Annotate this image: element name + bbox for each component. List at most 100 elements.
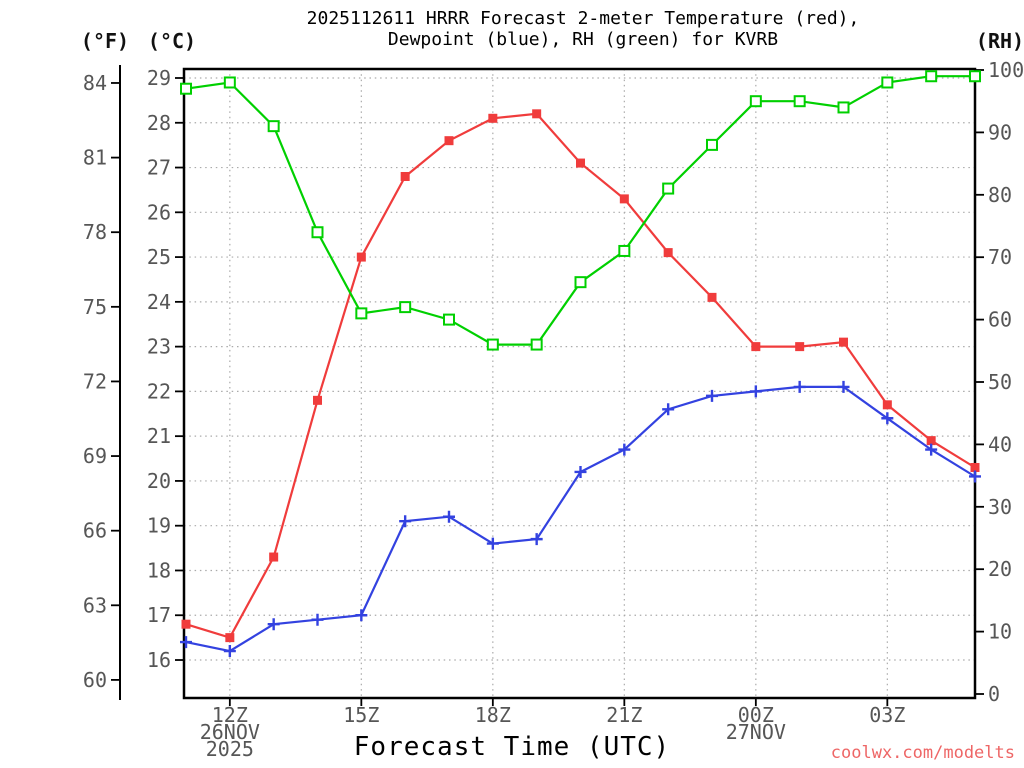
dewpoint-marker (311, 613, 324, 626)
rh-tick-label: 30 (988, 495, 1012, 519)
dewpoint-series-line (185, 385, 976, 653)
dewpoint-marker (574, 465, 587, 478)
fahrenheit-tick-label: 81 (83, 146, 107, 170)
temperature-marker (313, 395, 322, 405)
rh-marker (223, 76, 236, 89)
x-axis-title: Forecast Time (UTC) (353, 732, 671, 762)
temperature-marker (751, 342, 761, 352)
time-tick-label: 00Z (738, 703, 774, 727)
dewpoint-marker (749, 385, 762, 398)
temperature-marker (181, 619, 191, 629)
time-tick-label: 26NOV (200, 720, 260, 744)
celsius-tick-label: 19 (147, 514, 171, 538)
rh-marker (749, 95, 762, 108)
time-tick-label: 2025 (206, 737, 254, 761)
rh-marker (311, 226, 324, 239)
time-tick-label: 03Z (869, 703, 905, 727)
rh-tick-label: 20 (988, 557, 1012, 581)
temperature-marker (444, 136, 454, 146)
chart-title-line1: 2025112611 HRRR Forecast 2-meter Tempera… (306, 8, 860, 29)
rh-marker (180, 82, 192, 95)
rh-marker (399, 301, 412, 314)
dewpoint-marker (837, 380, 850, 393)
rh-series-line (185, 75, 975, 346)
fahrenheit-tick-label: 72 (83, 369, 107, 393)
celsius-tick-label: 16 (147, 648, 171, 672)
rh-marker (355, 307, 368, 320)
temperature-marker (356, 252, 366, 262)
temperature-marker (707, 292, 717, 302)
temperature-marker (970, 462, 980, 472)
temperature-marker (532, 109, 542, 119)
rh-marker (267, 120, 280, 133)
fahrenheit-axis-header: (°F) (80, 29, 130, 53)
fahrenheit-tick-label: 78 (83, 220, 107, 244)
dewpoint-marker (180, 636, 192, 649)
temperature-marker (619, 194, 629, 204)
celsius-tick-label: 24 (147, 290, 171, 314)
celsius-tick-label: 25 (147, 245, 171, 269)
rh-tick-label: 100 (988, 58, 1024, 82)
temperature-marker (663, 248, 673, 258)
dewpoint-marker (618, 443, 631, 456)
rh-marker (574, 276, 587, 289)
time-tick-label: 21Z (606, 703, 642, 727)
time-tick-label: 15Z (343, 703, 379, 727)
temperature-marker (269, 552, 279, 562)
dewpoint-marker (223, 645, 236, 658)
temperature-marker (576, 158, 585, 168)
rh-marker (618, 244, 631, 257)
celsius-tick-label: 26 (147, 200, 171, 224)
site-credit: coolwx.com/modelts (830, 743, 1015, 763)
time-tick-label: 27NOV (726, 720, 786, 744)
rh-marker (925, 70, 938, 83)
dewpoint-marker (486, 537, 499, 550)
rh-marker (969, 70, 981, 83)
rh-tick-label: 80 (988, 183, 1012, 207)
fahrenheit-tick-label: 60 (83, 668, 107, 692)
rh-marker (662, 182, 675, 195)
dewpoint-marker (530, 533, 543, 546)
rh-tick-label: 0 (988, 682, 1000, 706)
celsius-tick-label: 29 (147, 66, 171, 90)
celsius-axis-header: (°C) (147, 29, 197, 53)
temperature-marker (839, 337, 848, 347)
rh-tick-label: 90 (988, 120, 1012, 144)
dewpoint-marker (355, 609, 368, 622)
rh-marker (443, 313, 455, 326)
fahrenheit-tick-label: 84 (83, 71, 107, 95)
dewpoint-marker (706, 389, 718, 402)
rh-tick-label: 10 (988, 620, 1012, 644)
celsius-tick-label: 23 (147, 335, 171, 359)
rh-marker (486, 338, 499, 351)
dewpoint-marker (662, 403, 675, 416)
dewpoint-marker (969, 470, 981, 483)
time-tick-label: 18Z (475, 703, 511, 727)
celsius-tick-label: 28 (147, 111, 171, 135)
dewpoint-marker (793, 380, 806, 393)
celsius-tick-label: 27 (147, 156, 171, 180)
celsius-tick-label: 21 (147, 424, 171, 448)
celsius-tick-label: 17 (147, 603, 171, 627)
time-tick-label: 12Z (212, 703, 248, 727)
fahrenheit-tick-label: 75 (83, 295, 107, 319)
temperature-marker (882, 400, 892, 410)
fahrenheit-tick-label: 63 (83, 593, 107, 617)
rh-marker (530, 338, 543, 351)
rh-tick-label: 60 (988, 308, 1012, 332)
temperature-marker (400, 171, 410, 181)
temperature-marker (926, 436, 936, 446)
rh-marker (706, 138, 718, 151)
rh-tick-label: 50 (988, 370, 1012, 394)
rh-marker (881, 76, 894, 89)
rh-tick-label: 70 (988, 245, 1012, 269)
dewpoint-marker (443, 510, 455, 523)
rh-marker (837, 101, 850, 114)
celsius-tick-label: 22 (147, 379, 171, 403)
dewpoint-marker (267, 618, 280, 631)
chart-title-line2: Dewpoint (blue), RH (green) for KVRB (387, 29, 779, 50)
celsius-tick-label: 18 (147, 558, 171, 582)
dewpoint-marker (399, 515, 412, 528)
